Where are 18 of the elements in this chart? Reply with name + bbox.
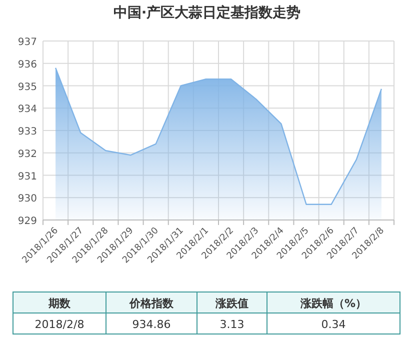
text: 3.13 xyxy=(220,318,244,331)
y-tick-label: 934 xyxy=(18,104,37,116)
y-tick-label: 932 xyxy=(18,148,37,160)
y-tick-label: 936 xyxy=(18,59,37,70)
text: 涨跌值 xyxy=(214,297,248,310)
text: 2018/2/8 xyxy=(34,318,84,331)
y-tick-label: 931 xyxy=(18,171,37,182)
y-tick-label: 935 xyxy=(18,82,37,93)
y-tick-label: 930 xyxy=(18,194,37,205)
text: 涨跌幅（%） xyxy=(299,297,367,310)
y-tick-label: 933 xyxy=(18,126,37,138)
chart-title: 中国·产区大蒜日定基指数走势 xyxy=(113,4,301,21)
y-tick-label: 929 xyxy=(18,216,37,227)
text: 期数 xyxy=(48,297,72,310)
y-tick-label: 937 xyxy=(18,37,37,48)
text: 934.86 xyxy=(132,318,171,331)
text: 0.34 xyxy=(321,318,346,331)
text: 价格指数 xyxy=(128,297,174,310)
